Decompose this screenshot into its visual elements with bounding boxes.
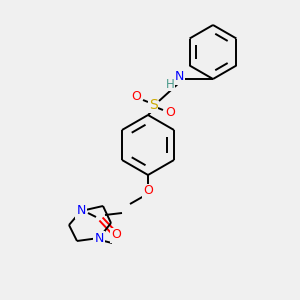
Text: N: N	[76, 205, 86, 218]
Text: N: N	[94, 232, 104, 244]
Text: O: O	[165, 106, 175, 119]
Text: N: N	[174, 70, 184, 83]
Text: O: O	[131, 91, 141, 103]
Text: H: H	[166, 77, 174, 91]
Text: O: O	[111, 229, 121, 242]
Text: S: S	[148, 98, 158, 112]
Text: N: N	[76, 205, 86, 218]
Text: O: O	[143, 184, 153, 197]
